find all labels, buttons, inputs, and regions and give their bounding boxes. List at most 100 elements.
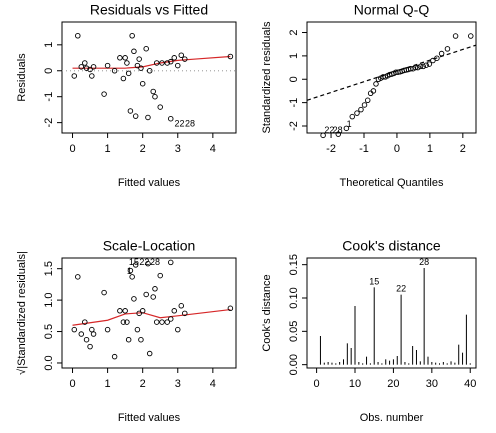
point [71,326,78,333]
point [129,274,135,280]
y-tick-label: -2 [43,118,55,128]
point [438,50,445,57]
point [131,48,137,55]
x-axis-label: Theoretical Quantiles [340,177,444,189]
point [125,70,132,77]
x-tick-label: 1 [427,143,433,155]
y-axis-label: √|Standardized residuals| [16,251,28,375]
line [72,308,231,326]
point [426,61,433,67]
x-tick-label: 1 [105,143,111,155]
y-tick-label: 0.00 [288,354,300,375]
y-tick-label: 0 [43,68,55,74]
point [167,259,174,266]
point [370,88,377,94]
point [71,73,78,79]
point [131,296,137,302]
point [171,55,178,61]
point [157,272,163,279]
point-label: 28 [150,257,160,267]
point [122,308,128,314]
x-tick-label: -2 [326,143,336,155]
point [171,308,178,314]
point [78,64,85,70]
x-tick-label: 2 [460,143,466,155]
point [104,62,111,69]
point [153,319,160,325]
x-tick-label: 10 [349,378,361,390]
point [83,336,90,343]
point [175,326,181,333]
y-tick-label: 1 [43,42,55,48]
point [145,114,151,121]
point [78,331,85,337]
x-tick-label: 20 [387,378,399,390]
point [136,310,142,317]
point [111,68,118,74]
x-tick-label: 1 [105,378,111,390]
point [364,97,371,104]
point [83,65,90,71]
point-label: 28 [333,125,343,135]
point [178,52,185,58]
point [124,319,130,325]
x-tick-label: 4 [210,143,216,155]
point [146,350,153,357]
point [167,115,174,122]
point [420,63,426,70]
point [145,260,151,267]
point [320,132,326,139]
point [415,64,421,71]
point [227,305,234,312]
point [227,53,234,60]
point [136,56,142,62]
point [87,66,93,73]
point [152,286,158,292]
x-axis-label: Fitted values [118,412,181,424]
x-tick-label: 3 [175,378,181,390]
x-tick-label: 40 [464,378,476,390]
point [101,91,107,97]
point [150,88,156,95]
point [138,336,144,343]
point [132,262,139,268]
point [423,62,429,68]
point [159,319,165,325]
point [124,60,130,66]
point [361,102,368,108]
y-tick-label: 1 [288,53,300,59]
point [127,108,134,114]
point-label: 15 [369,276,379,286]
point [434,55,440,61]
point [89,326,95,333]
point-label: 1 [127,266,132,276]
point [153,60,160,66]
y-tick-label: 2 [288,29,300,35]
point [417,63,424,70]
panel-title: Scale-Location [103,238,196,254]
y-tick-label: 0.0 [43,355,55,370]
point [138,65,144,71]
plot-frame [306,21,477,134]
x-tick-label: 3 [175,143,181,155]
x-axis-label: Obs. number [360,412,424,424]
plot-frame [306,257,477,369]
x-tick-label: 30 [426,378,438,390]
point [354,110,360,116]
point-label: 1 [347,119,352,129]
point-label: 22 [396,284,406,294]
y-axis-label: Cook's distance [261,274,273,351]
point [82,60,88,66]
point [143,45,149,52]
point [412,64,419,71]
point [139,308,146,314]
x-tick-label: 0 [314,378,320,390]
point [452,33,459,39]
x-axis-label: Fitted values [118,177,181,189]
y-tick-label: 0.15 [288,254,300,275]
point [152,93,158,100]
point [143,291,149,298]
point [468,33,474,39]
